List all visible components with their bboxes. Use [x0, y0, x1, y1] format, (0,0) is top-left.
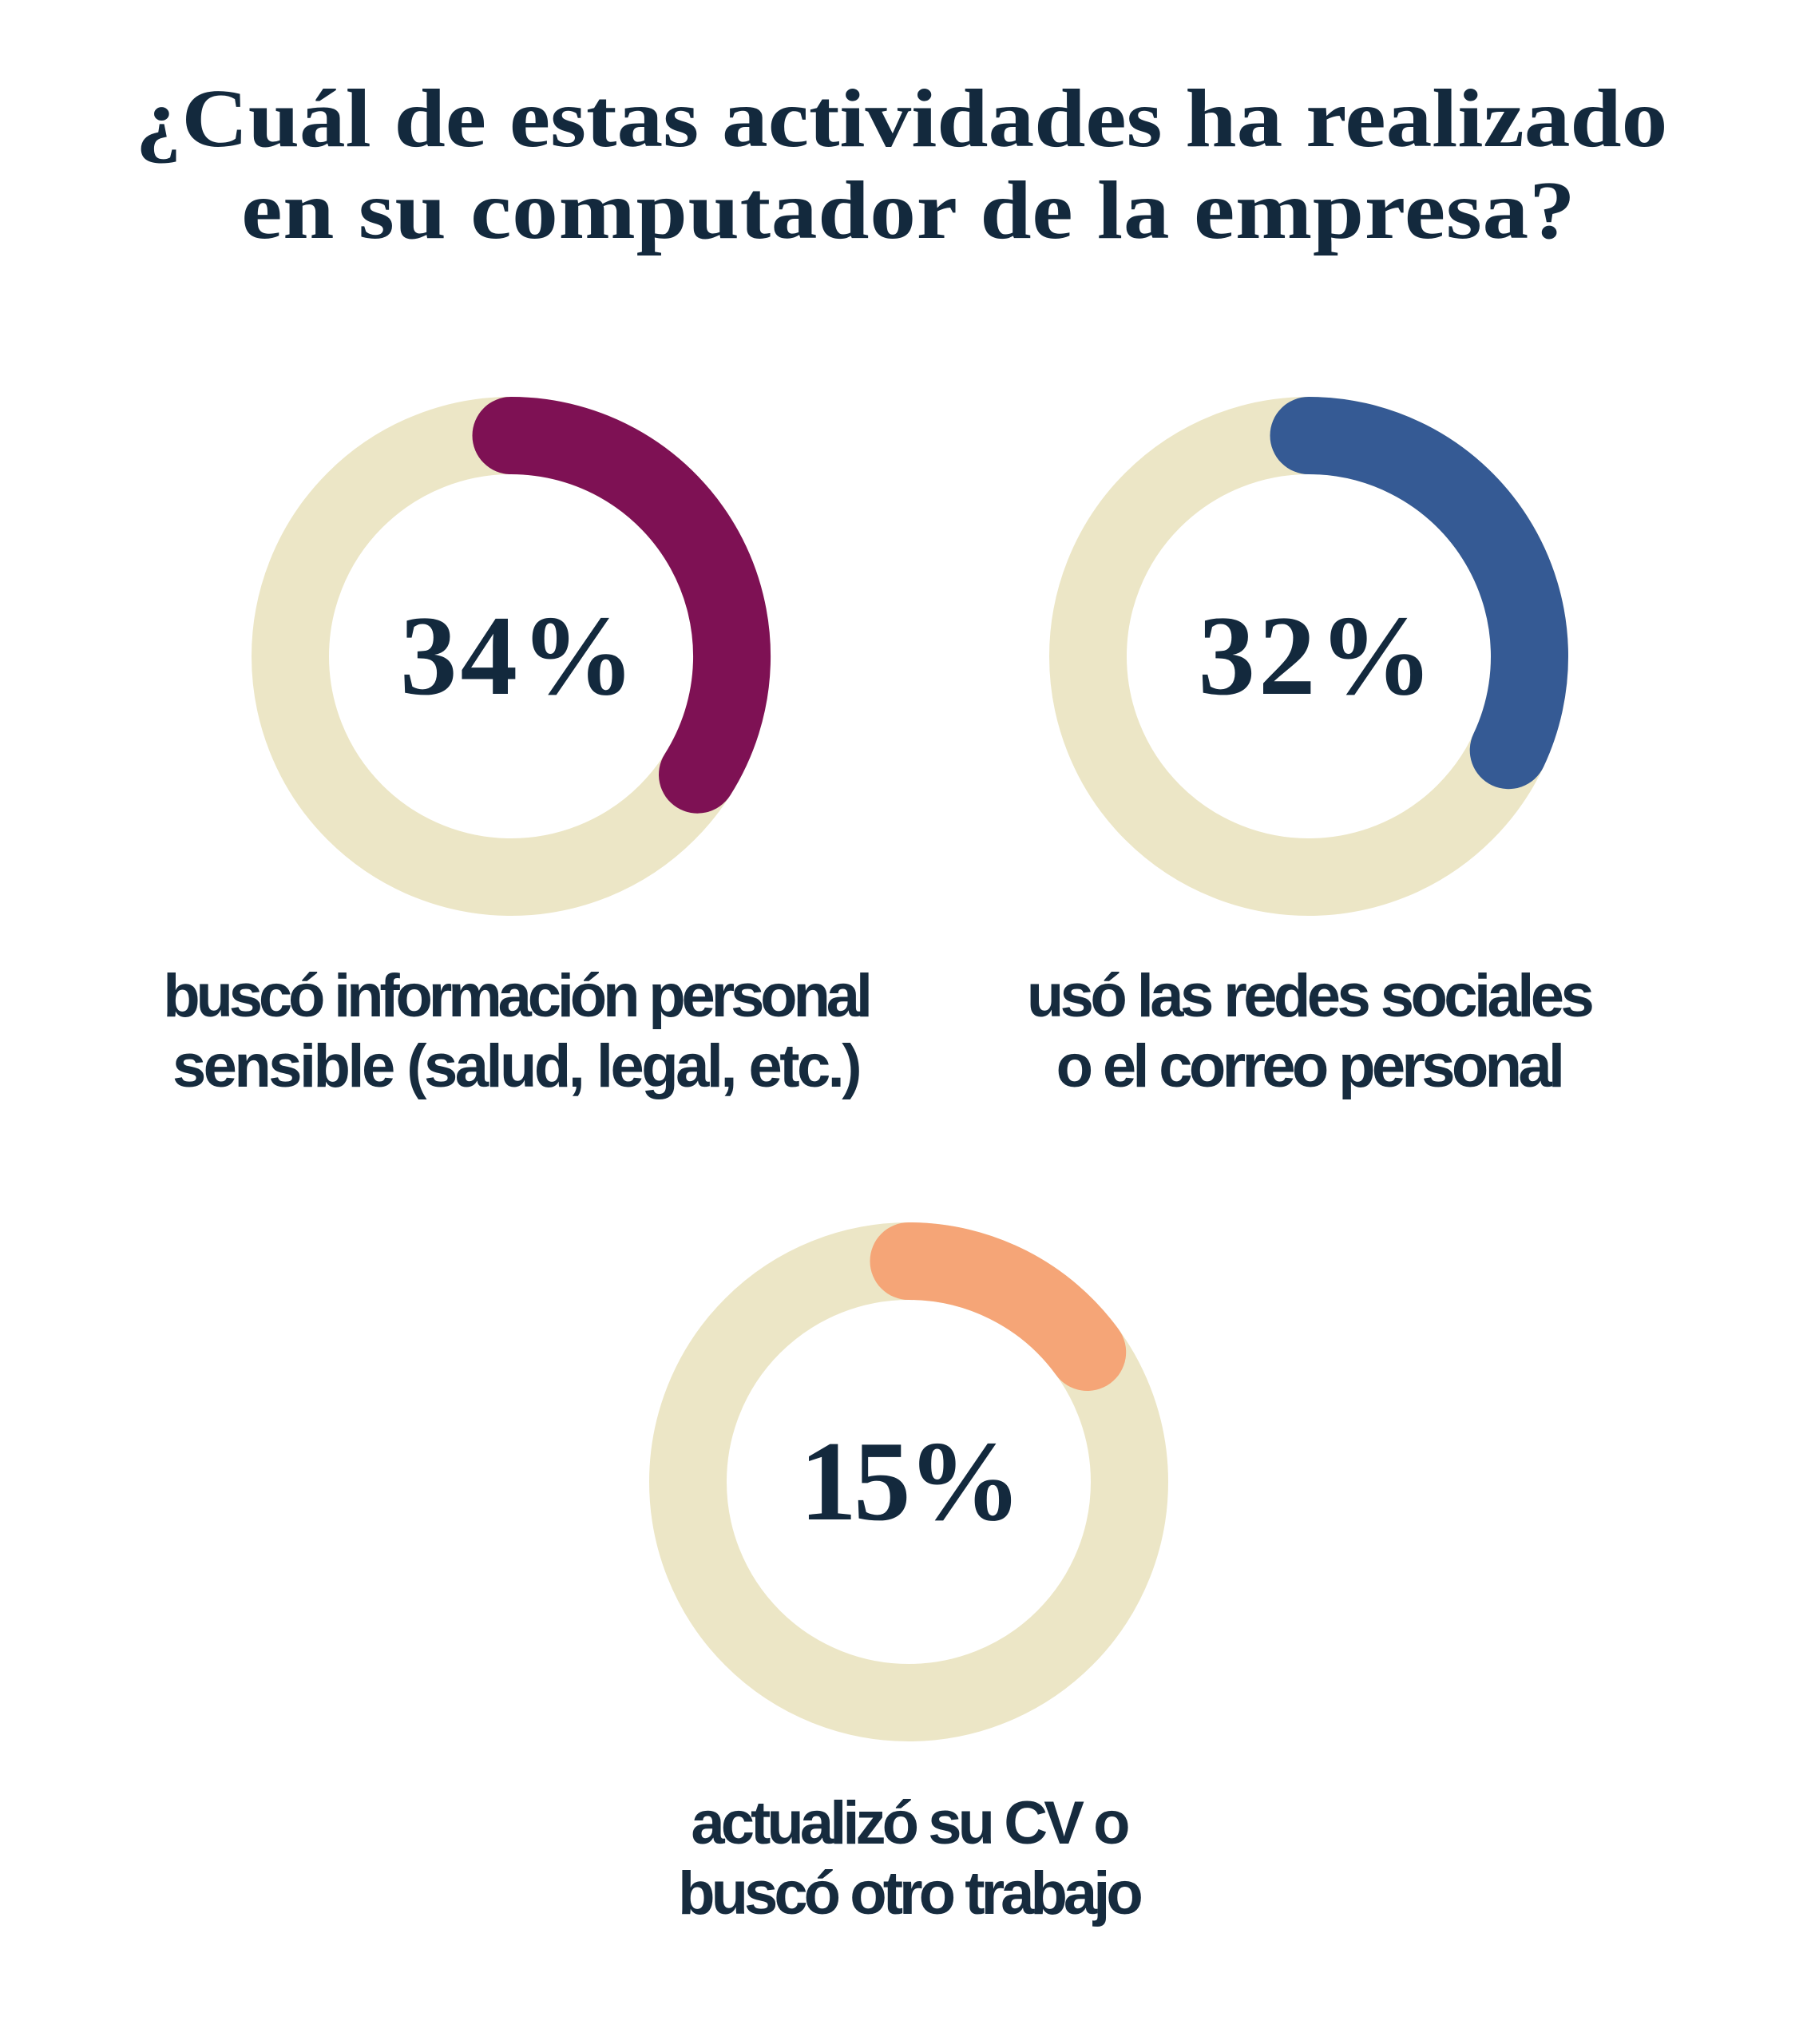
svg-text:34%: 34% [400, 592, 638, 719]
svg-text:32%: 32% [1199, 592, 1437, 719]
svg-text:15%: 15% [800, 1418, 1019, 1544]
